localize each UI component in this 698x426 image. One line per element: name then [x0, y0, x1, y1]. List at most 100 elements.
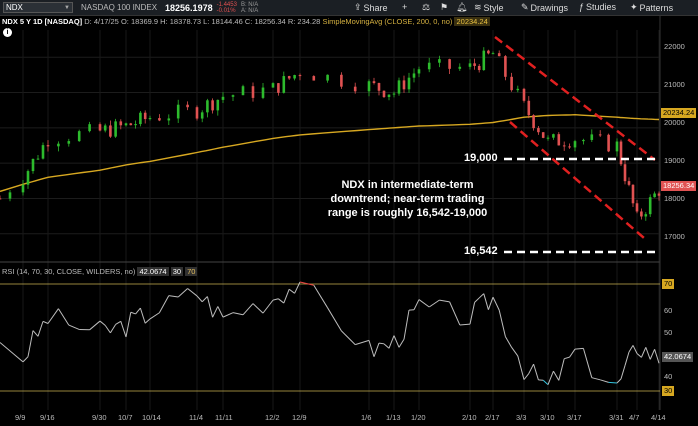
candle-body [527, 100, 531, 116]
studies-icon: ƒ [579, 2, 585, 12]
channel-upper-line[interactable] [494, 36, 656, 161]
rsi-segment [552, 370, 560, 381]
style-button[interactable]: ≋ Style [474, 2, 504, 13]
rsi-segment [32, 330, 39, 337]
plus-button[interactable]: + [402, 2, 407, 12]
rsi-segment [196, 295, 203, 303]
candle-body [590, 134, 594, 140]
candle-body [477, 65, 481, 71]
rsi-value: 42.0674 [137, 267, 169, 276]
candle-body [372, 81, 376, 84]
channel-lower-line[interactable] [509, 121, 645, 239]
bid-value: B: N/A [240, 1, 259, 8]
x-tick: 11/4 [189, 413, 204, 422]
candle-body [516, 88, 520, 91]
candle-body [568, 146, 571, 148]
rsi-segment [528, 363, 535, 374]
rsi-segment [632, 345, 638, 354]
candle-body [221, 96, 225, 100]
candle-body [139, 112, 142, 125]
symbol-input[interactable]: NDX ▼ [3, 2, 73, 13]
candle-body [353, 86, 357, 92]
compare-icon: ⚖ [422, 2, 431, 12]
plus-icon: + [402, 2, 408, 12]
candle-body [627, 181, 631, 185]
drawings-button[interactable]: ✎ Drawings [521, 2, 569, 13]
candle-body [8, 192, 12, 199]
candle-body [340, 74, 343, 87]
rsi-os-value: 70 [185, 267, 198, 276]
sma-label[interactable]: SimpleMovingAvg (CLOSE, 200, 0, no) [322, 17, 453, 26]
x-tick: 2/10 [462, 413, 477, 422]
candle-body [186, 104, 189, 108]
rsi-segment [591, 377, 601, 381]
flag-button[interactable]: ⚑ [440, 2, 448, 13]
x-tick: 9/9 [15, 413, 26, 422]
candle-body [541, 132, 545, 138]
rsi-segment [378, 342, 385, 345]
rsi-segment [428, 299, 440, 308]
compare-button[interactable]: ⚖ [422, 2, 430, 13]
info-close: C: 18256.34 [244, 17, 286, 26]
sma-price-tag: 20234.24 [661, 108, 697, 118]
candle-body [607, 134, 610, 152]
rsi-segment [582, 348, 593, 378]
patterns-icon: ✦ [630, 2, 638, 12]
candle-body [241, 86, 245, 96]
x-tick: 1/20 [411, 413, 426, 422]
y-tick: 21000 [664, 80, 685, 89]
rsi-segment [177, 288, 188, 298]
candle-body [377, 83, 381, 91]
candle-body [598, 134, 602, 136]
candle-body [653, 193, 656, 198]
candle-body [41, 145, 45, 159]
rsi-segment [278, 298, 285, 304]
rsi-segment [252, 303, 264, 314]
candle-body [407, 77, 411, 90]
rsi-segment [201, 296, 208, 303]
rsi-segment [564, 356, 570, 360]
rsi-info-row: RSI (14, 70, 30, CLOSE, WILDERS, no) 42.… [2, 267, 198, 276]
share-button[interactable]: ⇪ Share [354, 2, 388, 13]
rsi-segment [624, 351, 630, 366]
candle-body [129, 123, 133, 126]
rsi-segment [403, 309, 410, 340]
rsi-segment [27, 330, 34, 357]
rsi-segment [645, 347, 651, 360]
candle-body [287, 76, 291, 79]
x-tick: 4/14 [651, 413, 666, 422]
x-tick: 3/3 [516, 413, 527, 422]
rsi-segment [68, 324, 80, 330]
info-icon[interactable]: i [3, 28, 12, 37]
rsi-tick: 40 [664, 372, 673, 381]
index-name: NASDAQ 100 INDEX [81, 3, 158, 12]
x-tick: 3/10 [540, 413, 555, 422]
candle-body [88, 124, 91, 132]
y-tick: 22000 [664, 42, 685, 51]
rsi-segment [388, 335, 395, 349]
price-info-row: NDX 5 Y 1D [NASDAQ] D: 4/17/25 O: 18369.… [2, 17, 490, 26]
rsi-segment [37, 321, 44, 337]
rsi-segment [47, 308, 59, 324]
rsi-last-tag: 42.0674 [662, 352, 694, 362]
studies-button[interactable]: ƒ Studies [579, 2, 617, 12]
rsi-segment [99, 320, 106, 326]
candle-body [134, 124, 137, 126]
patterns-button[interactable]: ✦ Patterns [630, 2, 674, 13]
rsi-lower-tag: 30 [662, 386, 675, 396]
rsi-segment [547, 370, 554, 385]
candle-body [473, 63, 476, 66]
change-pct: -0.01% [216, 7, 236, 14]
rsi-segment [288, 288, 295, 294]
candle-body [148, 118, 152, 120]
change-abs: -1.4453 [216, 1, 237, 8]
rsi-segment [139, 307, 146, 324]
rsi-label[interactable]: RSI (14, 70, 30, CLOSE, WILDERS, no) [2, 267, 136, 276]
rsi-segment [217, 306, 224, 318]
bell-button[interactable]: 🔔︎ [456, 2, 467, 13]
candle-body [312, 76, 316, 81]
rsi-segment [212, 306, 219, 318]
candle-body [640, 211, 643, 217]
rsi-segment [608, 381, 618, 384]
